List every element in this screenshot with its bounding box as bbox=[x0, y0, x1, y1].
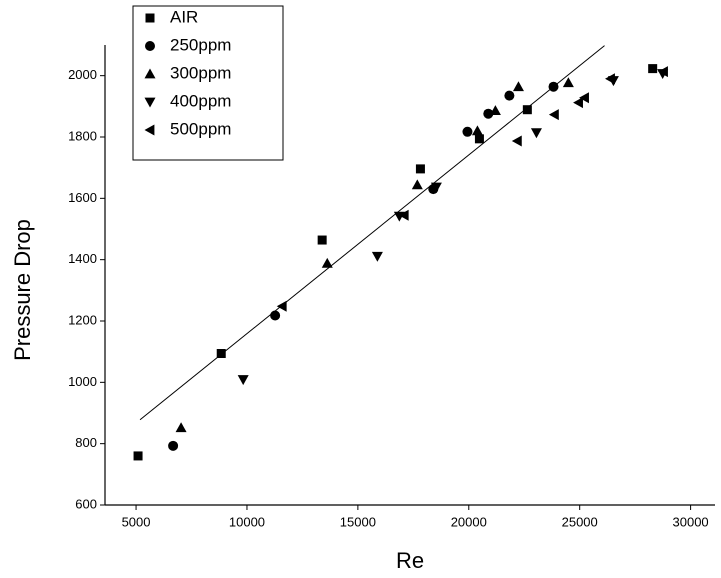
marker bbox=[321, 257, 333, 268]
legend-label: 250ppm bbox=[170, 35, 231, 54]
legend-label: AIR bbox=[170, 7, 198, 26]
y-tick-label: 800 bbox=[75, 435, 97, 450]
x-tick-label: 20000 bbox=[451, 514, 487, 529]
legend-marker bbox=[145, 41, 155, 51]
x-tick-label: 15000 bbox=[340, 514, 376, 529]
marker bbox=[658, 66, 668, 78]
marker bbox=[398, 209, 409, 221]
marker bbox=[415, 164, 425, 174]
marker bbox=[175, 422, 187, 433]
marker bbox=[133, 451, 143, 461]
marker bbox=[276, 300, 287, 312]
legend-marker bbox=[144, 68, 156, 79]
marker bbox=[548, 81, 559, 92]
marker bbox=[411, 179, 423, 190]
marker bbox=[317, 235, 327, 245]
marker bbox=[270, 310, 281, 321]
marker bbox=[573, 97, 583, 109]
marker bbox=[483, 108, 494, 119]
legend-marker bbox=[144, 97, 156, 108]
x-tick-label: 10000 bbox=[229, 514, 265, 529]
y-tick-label: 2000 bbox=[68, 67, 97, 82]
legend-marker bbox=[145, 13, 155, 23]
legend-box bbox=[132, 5, 284, 161]
marker bbox=[530, 128, 542, 139]
marker bbox=[522, 105, 532, 115]
legend-label: 400ppm bbox=[170, 91, 231, 110]
x-axis-title: Re bbox=[396, 548, 424, 573]
marker bbox=[579, 92, 589, 104]
marker bbox=[562, 77, 574, 88]
marker bbox=[371, 251, 383, 262]
y-axis-title: Pressure Drop bbox=[10, 219, 35, 361]
y-tick-label: 1600 bbox=[68, 190, 97, 205]
marker bbox=[237, 375, 249, 386]
x-tick-label: 25000 bbox=[562, 514, 598, 529]
marker bbox=[168, 440, 179, 451]
marker bbox=[512, 81, 524, 92]
y-tick-label: 1000 bbox=[68, 374, 97, 389]
marker bbox=[548, 109, 559, 121]
y-tick-label: 1200 bbox=[68, 312, 97, 327]
marker bbox=[511, 135, 522, 147]
legend-label: 500ppm bbox=[170, 119, 231, 138]
marker bbox=[605, 73, 615, 85]
y-tick-label: 1400 bbox=[68, 251, 97, 266]
marker bbox=[489, 105, 501, 116]
x-tick-label: 30000 bbox=[673, 514, 709, 529]
marker bbox=[504, 90, 515, 101]
marker bbox=[471, 125, 483, 136]
marker bbox=[474, 134, 484, 144]
legend-marker bbox=[144, 124, 155, 136]
marker bbox=[430, 182, 442, 193]
marker bbox=[648, 64, 658, 74]
y-tick-label: 1800 bbox=[68, 128, 97, 143]
y-tick-label: 600 bbox=[75, 496, 97, 511]
marker bbox=[216, 349, 226, 359]
x-tick-label: 5000 bbox=[122, 514, 151, 529]
marker bbox=[462, 126, 473, 137]
legend-label: 300ppm bbox=[170, 63, 231, 82]
